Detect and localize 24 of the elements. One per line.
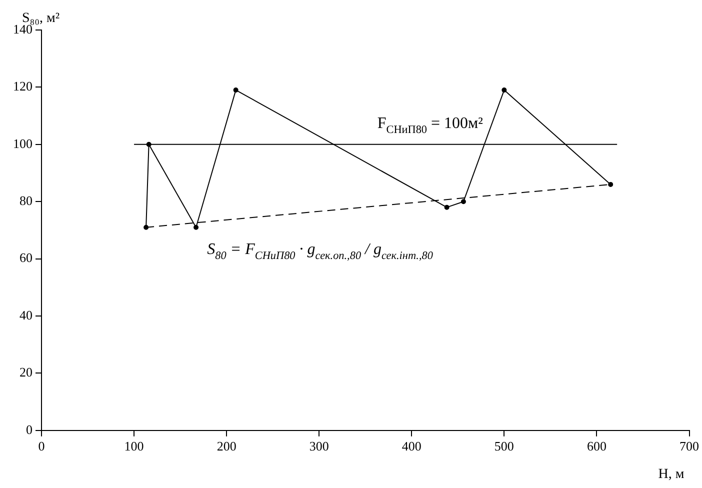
point — [146, 142, 152, 147]
x-tick-label: 700 — [680, 438, 699, 454]
y-tick-label: 0 — [26, 422, 32, 437]
point — [608, 182, 614, 187]
y-tick-label: 80 — [20, 193, 32, 208]
x-tick-label: 300 — [309, 438, 329, 454]
x-tick-label: 500 — [494, 438, 514, 454]
x-axis-title: H, м — [658, 467, 684, 482]
y-tick-label: 40 — [20, 307, 32, 322]
y-tick-label: 100 — [13, 136, 32, 151]
x-tick-label: 200 — [216, 438, 236, 454]
y-tick-label: 120 — [13, 78, 32, 94]
point — [144, 224, 149, 230]
point — [460, 199, 466, 204]
point — [444, 204, 450, 210]
x-tick-label: 0 — [38, 438, 45, 454]
y-tick-label: 60 — [20, 250, 32, 266]
point — [233, 88, 238, 93]
point — [502, 88, 507, 93]
point — [194, 224, 199, 230]
x-tick-label: 600 — [586, 438, 606, 454]
x-tick-label: 400 — [402, 438, 422, 454]
y-tick-label: 20 — [20, 364, 32, 380]
x-tick-label: 100 — [124, 438, 144, 454]
